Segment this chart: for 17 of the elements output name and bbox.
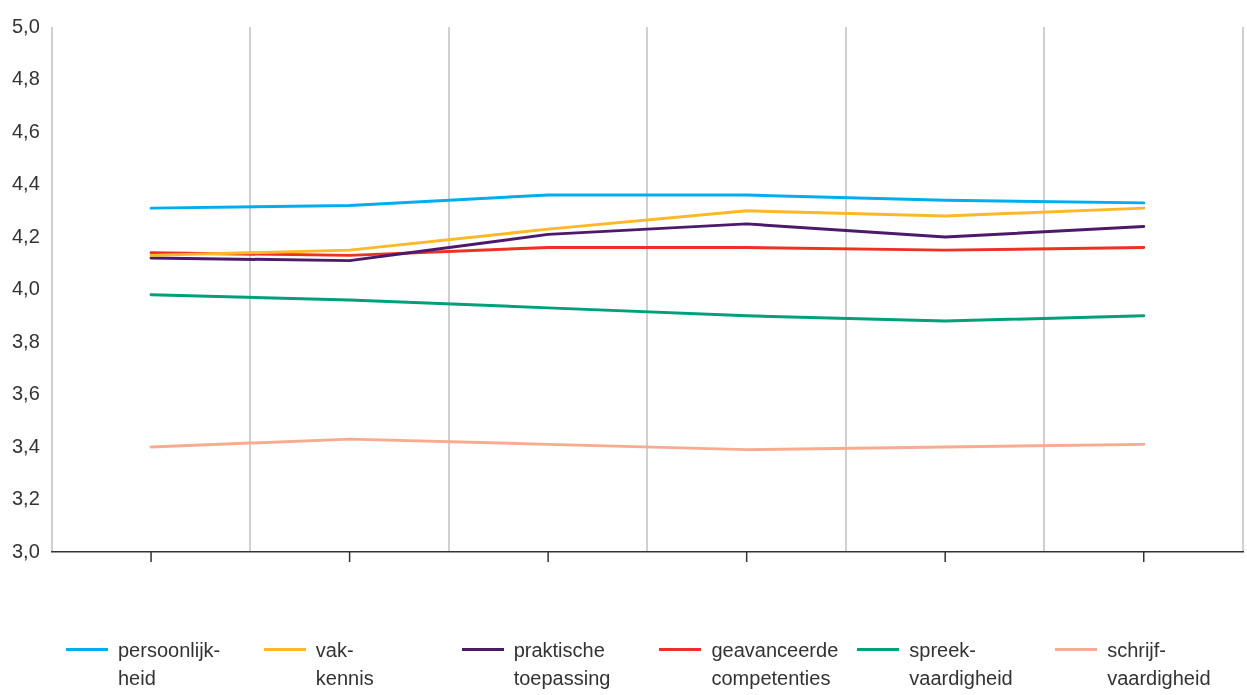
y-tick-label: 4,8 [11,67,40,90]
y-tick-label: 5,0 [11,14,40,37]
legend-label: persoonlijk- heid [118,638,221,691]
y-tick-label: 4,4 [11,172,40,195]
legend-label: geavanceerde competenties [711,638,839,691]
y-tick-label: 3,8 [11,329,40,352]
y-tick-label: 3,2 [11,487,40,510]
legend-label: vak- kennis [315,638,374,691]
y-tick-label: 4,0 [11,277,40,300]
y-tick-label: 3,0 [11,539,40,562]
legend-label: schrijf- vaardigheid [1107,638,1211,691]
legend-label: praktische toepassing [513,638,611,691]
y-tick-label: 3,4 [11,434,40,457]
y-tick-label: 4,6 [11,119,40,142]
legend-label: spreek- vaardigheid [909,638,1013,691]
y-tick-label: 4,2 [11,224,40,247]
y-tick-label: 3,6 [11,382,40,405]
